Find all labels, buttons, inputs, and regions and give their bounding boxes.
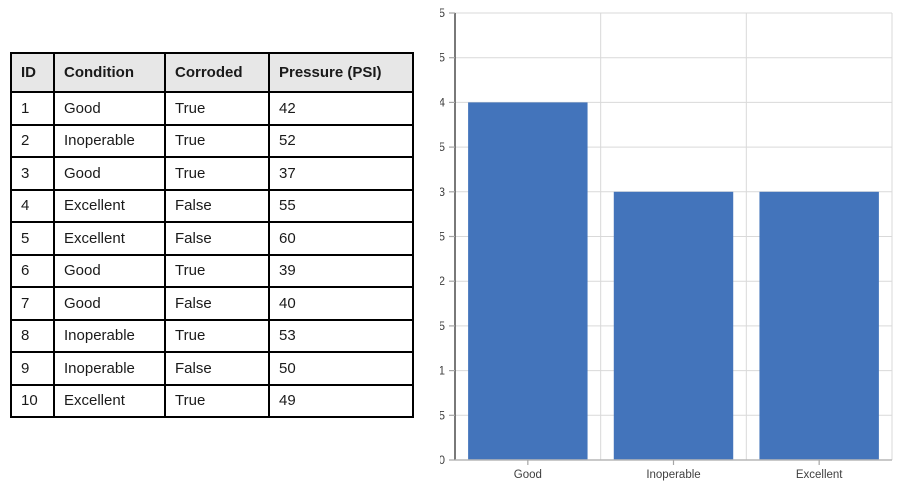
table-cell: True xyxy=(164,383,270,418)
y-tick-label: 4.5 xyxy=(440,53,445,65)
table-cell: 7 xyxy=(10,286,55,321)
table-row: 9 Inoperable False 50 xyxy=(10,351,414,386)
table-cell: 60 xyxy=(268,221,414,256)
table-row: 8 Inoperable True 53 xyxy=(10,318,414,353)
table-cell: 2 xyxy=(10,123,55,158)
table-cell: False xyxy=(164,286,270,321)
y-tick-label: 3.5 xyxy=(440,142,445,154)
table-cell: False xyxy=(164,351,270,386)
x-tick-label: Inoperable xyxy=(646,469,700,481)
table-cell: Excellent xyxy=(53,188,166,223)
column-header: Pressure (PSI) xyxy=(268,52,414,93)
column-header: ID xyxy=(10,52,55,93)
y-tick-label: 1.5 xyxy=(440,321,445,333)
table-row: 7 Good False 40 xyxy=(10,286,414,321)
y-tick-label: 4 xyxy=(440,97,446,109)
table-cell: 40 xyxy=(268,286,414,321)
table-cell: Inoperable xyxy=(53,351,166,386)
table-cell: Inoperable xyxy=(53,123,166,158)
column-header: Condition xyxy=(53,52,166,93)
table-cell: 9 xyxy=(10,351,55,386)
table-cell: Inoperable xyxy=(53,318,166,353)
table-cell: True xyxy=(164,318,270,353)
table-cell: Good xyxy=(53,156,166,191)
y-tick-label: 1 xyxy=(440,366,445,378)
table-row: 6 Good True 39 xyxy=(10,253,414,288)
table-cell: 1 xyxy=(10,91,55,126)
table-cell: False xyxy=(164,188,270,223)
table-row: 5 Excellent False 60 xyxy=(10,221,414,256)
table-cell: 10 xyxy=(10,383,55,418)
table-cell: 52 xyxy=(268,123,414,158)
table-cell: True xyxy=(164,156,270,191)
table-cell: 53 xyxy=(268,318,414,353)
table-cell: Good xyxy=(53,286,166,321)
table-cell: 50 xyxy=(268,351,414,386)
y-tick-label: 0 xyxy=(440,455,445,467)
table-cell: 49 xyxy=(268,383,414,418)
table-cell: Good xyxy=(53,91,166,126)
table-cell: True xyxy=(164,123,270,158)
y-tick-label: 2 xyxy=(440,276,445,288)
table-cell: Good xyxy=(53,253,166,288)
y-tick-label: 2.5 xyxy=(440,232,445,244)
pipe-data-table: ID Condition Corroded Pressure (PSI) 1 Good T… xyxy=(10,52,414,418)
table-cell: 3 xyxy=(10,156,55,191)
column-header: Corroded xyxy=(164,52,270,93)
bar xyxy=(759,191,879,461)
x-tick-label: Excellent xyxy=(796,469,843,481)
bar-chart: 0 0.5 1 1.5 2 2.5 3 3.5 4 4.5 5 Good Inoperable Excel… xyxy=(440,0,904,487)
table-cell: 8 xyxy=(10,318,55,353)
table-row: 10 Excellent True 49 xyxy=(10,383,414,418)
table-cell: 39 xyxy=(268,253,414,288)
x-tick-label: Good xyxy=(514,469,542,481)
table-header-row: ID Condition Corroded Pressure (PSI) xyxy=(10,52,414,93)
table-cell: 42 xyxy=(268,91,414,126)
table-cell: 6 xyxy=(10,253,55,288)
table-row: 3 Good True 37 xyxy=(10,156,414,191)
y-tick-label: 5 xyxy=(440,8,445,20)
table-cell: 5 xyxy=(10,221,55,256)
bar-chart-svg: 0 0.5 1 1.5 2 2.5 3 3.5 4 4.5 5 Good Inoperable Excel… xyxy=(440,8,893,481)
table-cell: Excellent xyxy=(53,221,166,256)
y-tick-label: 0.5 xyxy=(440,410,445,422)
bar xyxy=(468,102,588,461)
table-row: 2 Inoperable True 52 xyxy=(10,123,414,158)
table-cell: Excellent xyxy=(53,383,166,418)
table-cell: 37 xyxy=(268,156,414,191)
table-cell: False xyxy=(164,221,270,256)
table-body: 1 Good True 42 2 Inoperable True 52 3 Good True 37 4… xyxy=(10,91,414,418)
y-tick-label: 3 xyxy=(440,187,445,199)
table-cell: True xyxy=(164,253,270,288)
table-cell: 55 xyxy=(268,188,414,223)
table-row: 1 Good True 42 xyxy=(10,91,414,126)
table-row: 4 Excellent False 55 xyxy=(10,188,414,223)
table-cell: 4 xyxy=(10,188,55,223)
table-cell: True xyxy=(164,91,270,126)
bar xyxy=(613,191,734,461)
